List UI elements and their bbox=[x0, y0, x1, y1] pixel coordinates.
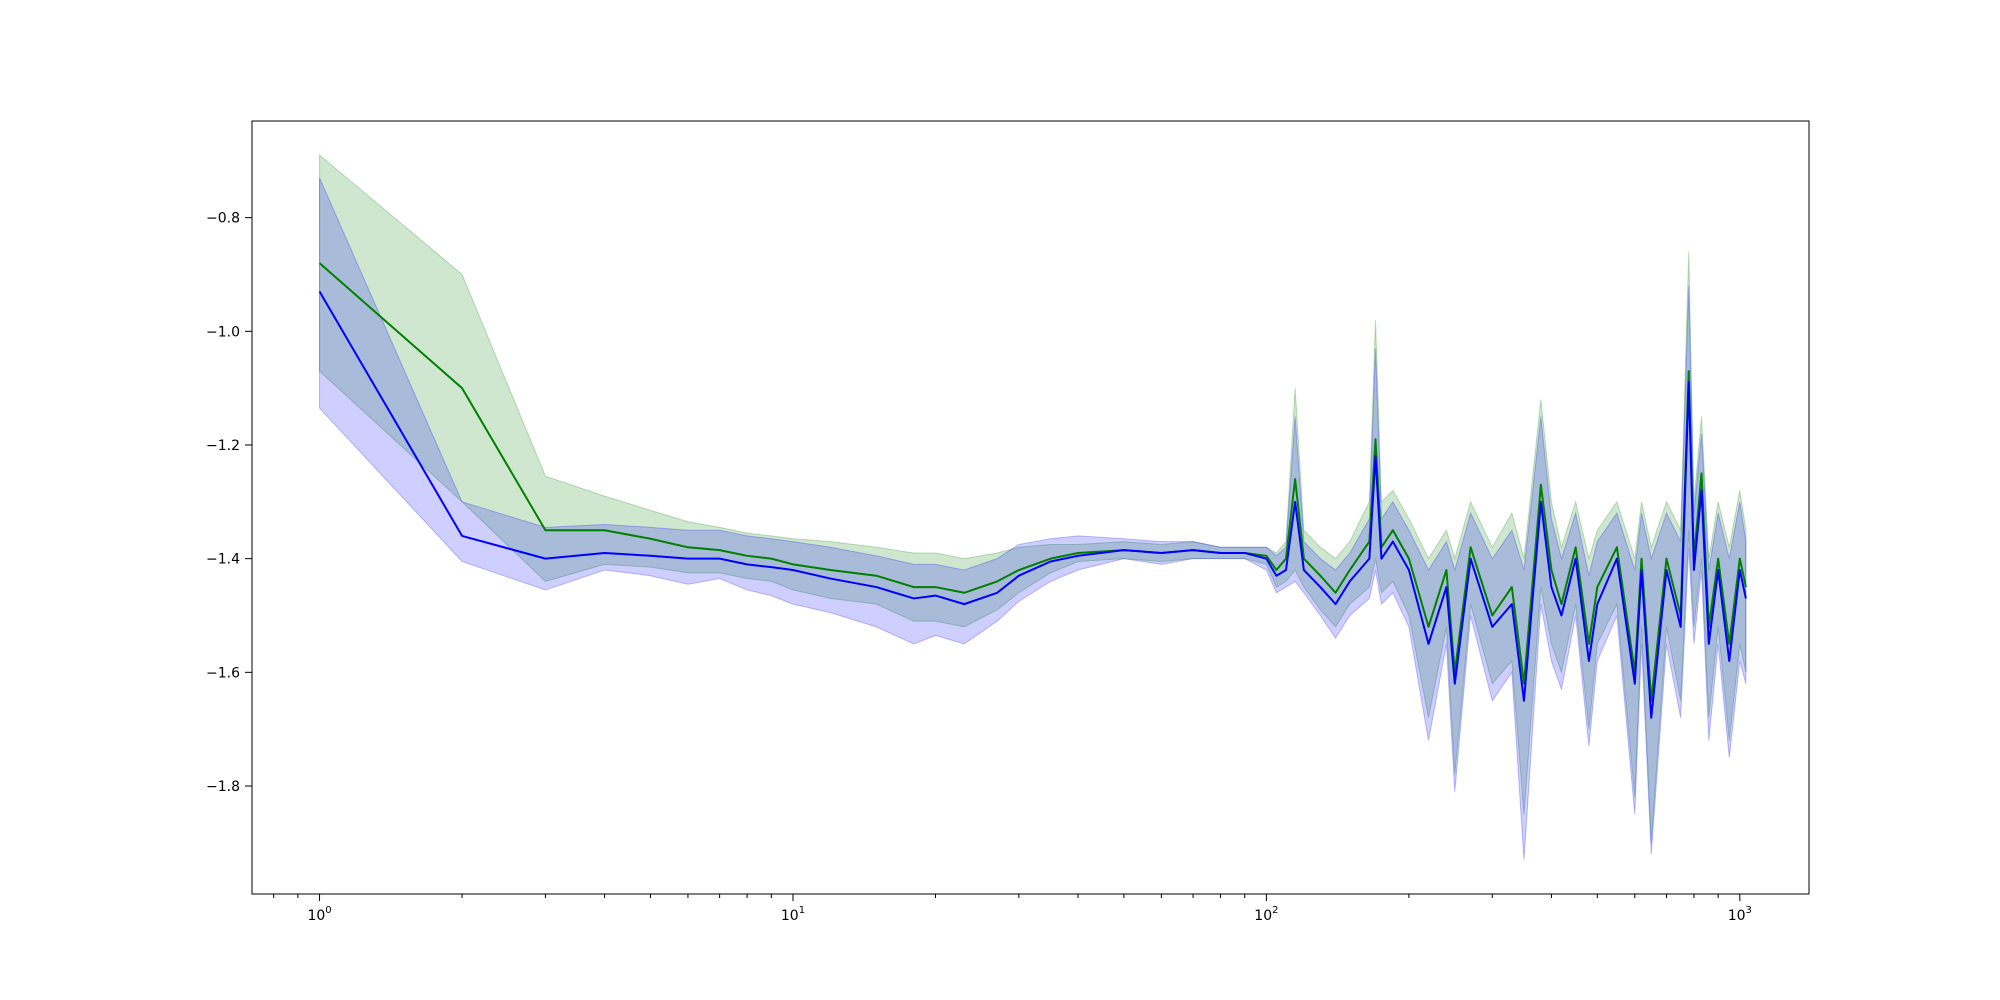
x-tick-label-1: 100 bbox=[307, 905, 331, 924]
series-lines bbox=[318, 262, 1747, 719]
band-series-2 bbox=[319, 177, 1747, 860]
plot-frame bbox=[251, 120, 1810, 895]
line-series-2 bbox=[318, 291, 1747, 719]
y-tick-label-3: −1.2 bbox=[206, 438, 240, 454]
x-tick-label-2: 101 bbox=[781, 905, 805, 924]
y-tick-label-5: −1.6 bbox=[206, 665, 240, 681]
y-tick-label-2: −1.0 bbox=[206, 324, 240, 340]
band-series-1 bbox=[319, 154, 1747, 843]
x-tick-label-3: 102 bbox=[1254, 905, 1278, 924]
y-tick-label-4: −1.4 bbox=[206, 552, 240, 568]
y-tick-label-6: −1.8 bbox=[206, 779, 240, 795]
axes: 100 101 102 103 −0.8 −1.0 −1.2 −1.4 −1.6 −1.8 bbox=[206, 120, 1810, 924]
x-tick-label-4: 103 bbox=[1728, 905, 1752, 924]
confidence-bands bbox=[319, 154, 1747, 860]
y-tick-label-1: −0.8 bbox=[206, 211, 240, 227]
